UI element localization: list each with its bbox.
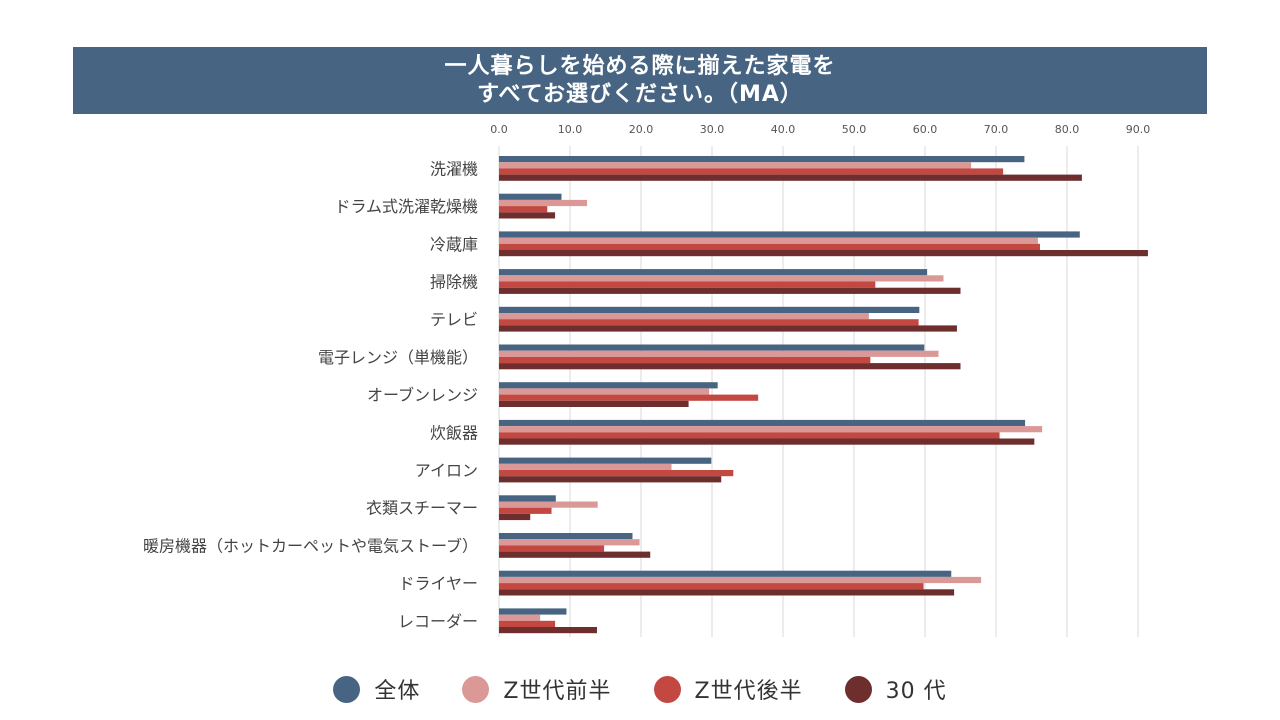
bar	[499, 287, 961, 294]
bar	[499, 513, 531, 521]
legend-item: Z世代前半	[462, 673, 611, 705]
bar	[499, 476, 722, 483]
x-tick-label: 0.0	[490, 123, 508, 136]
x-tick-label: 70.0	[984, 123, 1009, 136]
x-tick-label: 30.0	[700, 123, 725, 136]
bar	[499, 206, 548, 213]
legend-swatch	[653, 675, 681, 703]
bar	[499, 174, 1082, 181]
bar	[499, 363, 961, 370]
bar	[499, 501, 598, 508]
bar	[499, 457, 712, 464]
category-label: 洗濯機	[430, 159, 478, 178]
bar-chart: 0.0 10.0 20.0 30.0 40.0 50.0 60.0 70.0 80.0 90.0 …	[143, 123, 1150, 637]
bars	[499, 156, 1148, 634]
x-tick-label: 60.0	[913, 123, 938, 136]
chart-title: 一人暮らしを始める際に揃えた家電を すべてお選びください。（MA）	[73, 47, 1207, 114]
bar	[499, 583, 924, 590]
bar	[499, 306, 920, 313]
category-label: 電子レンジ（単機能）	[318, 348, 478, 367]
category-label: ドライヤー	[398, 574, 478, 593]
bar	[499, 589, 955, 596]
category-label: 衣類スチーマー	[366, 499, 478, 518]
legend-swatch	[844, 675, 872, 703]
x-tick-label: 90.0	[1126, 123, 1151, 136]
legend-item: 30 代	[844, 673, 947, 705]
bar	[499, 394, 759, 401]
category-label: 掃除機	[430, 273, 478, 292]
bar	[499, 199, 588, 207]
legend-label: 全体	[374, 679, 421, 704]
bar	[499, 438, 1035, 445]
category-label: 暖房機器（ホットカーペットや電気ストーブ）	[143, 536, 478, 555]
bar	[499, 212, 556, 219]
bar	[499, 250, 1148, 257]
bar	[499, 319, 919, 326]
bar	[499, 495, 556, 502]
bar	[499, 463, 672, 470]
grid-lines	[498, 146, 1139, 637]
category-label: テレビ	[430, 310, 478, 329]
bar	[499, 470, 734, 477]
bar	[499, 269, 928, 276]
bar	[499, 426, 1043, 433]
bar	[499, 356, 871, 364]
bar	[499, 545, 605, 552]
legend-swatch	[333, 675, 361, 703]
legend-swatch	[462, 675, 490, 703]
legend-label: 30 代	[885, 679, 947, 704]
category-label: オーブンレンジ	[367, 386, 478, 405]
x-tick-label: 40.0	[771, 123, 796, 136]
x-axis-ticks: 0.0 10.0 20.0 30.0 40.0 50.0 60.0 70.0 80.0 90.0	[490, 123, 1150, 136]
x-tick-label: 10.0	[558, 123, 583, 136]
bar	[499, 627, 597, 634]
bar	[499, 614, 541, 621]
bar	[499, 350, 939, 357]
legend-label: Z世代後半	[694, 679, 803, 704]
bar	[499, 620, 556, 627]
bar	[499, 237, 1038, 244]
bar	[499, 432, 1000, 439]
bar	[499, 313, 869, 320]
bar	[499, 570, 952, 577]
legend-label: Z世代前半	[503, 679, 612, 704]
chart-title-line-1: 一人暮らしを始める際に揃えた家電を	[444, 53, 836, 79]
bar	[499, 382, 718, 389]
legend-item: 全体	[333, 673, 420, 705]
bar	[499, 608, 567, 615]
bar	[499, 162, 972, 169]
bar	[499, 281, 876, 288]
x-tick-label: 20.0	[629, 123, 654, 136]
bar	[499, 419, 1026, 427]
bar	[499, 533, 633, 540]
bar	[499, 168, 1004, 175]
bar	[499, 400, 689, 407]
bar	[499, 243, 1041, 250]
x-tick-label: 80.0	[1055, 123, 1080, 136]
legend: 全体 Z世代前半 Z世代後半 30 代	[0, 671, 1280, 707]
bar	[499, 275, 944, 282]
bar	[499, 231, 1080, 238]
bar	[499, 344, 925, 351]
bar	[499, 576, 982, 584]
bar	[499, 156, 1025, 163]
category-label: 炊飯器	[430, 423, 478, 442]
x-tick-label: 50.0	[842, 123, 867, 136]
bar	[499, 507, 552, 514]
category-label: アイロン	[415, 461, 478, 480]
legend-item: Z世代後半	[653, 673, 803, 705]
category-label: 冷蔵庫	[430, 235, 478, 254]
category-label: レコーダー	[398, 612, 478, 631]
chart-title-line-2: すべてお選びください。（MA）	[477, 81, 803, 107]
bar	[499, 539, 640, 546]
bar	[499, 388, 710, 395]
bar	[499, 551, 651, 558]
category-label: ドラム式洗濯乾燥機	[334, 197, 478, 216]
bar	[499, 193, 562, 200]
bar	[499, 325, 957, 332]
